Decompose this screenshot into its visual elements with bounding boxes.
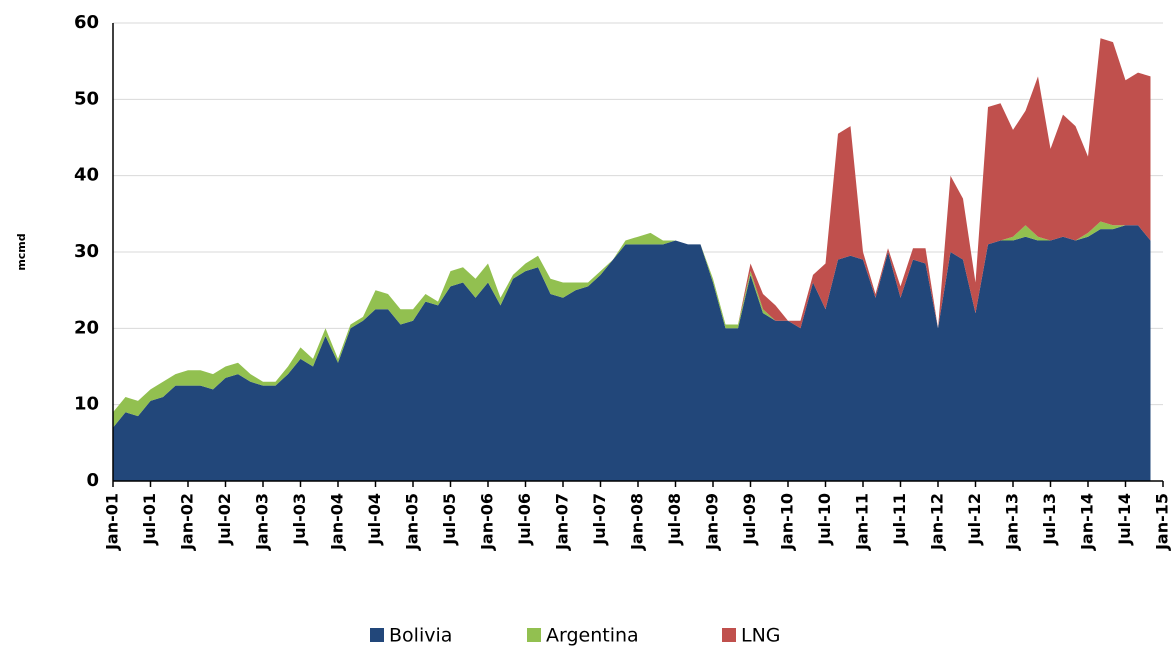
x-tick-label: Jul-06 (515, 493, 534, 546)
legend-swatch (722, 628, 736, 642)
y-tick-label: 0 (86, 470, 99, 491)
x-tick-label: Jul-02 (215, 493, 234, 546)
x-tick-label: Jan-04 (328, 493, 347, 551)
x-tick-label: Jul-10 (815, 493, 834, 546)
x-tick-label: Jul-09 (740, 493, 759, 546)
legend-label: LNG (741, 625, 781, 647)
y-tick-label: 10 (74, 394, 99, 415)
x-tick-label: Jul-11 (890, 493, 909, 546)
x-tick-label: Jan-08 (628, 493, 647, 551)
x-tick-label: Jan-01 (103, 493, 122, 551)
x-tick-label: Jan-07 (553, 493, 572, 551)
y-axis-label: mcmd (15, 233, 28, 270)
x-tick-label: Jul-04 (365, 493, 384, 546)
x-tick-label: Jul-14 (1115, 493, 1134, 546)
x-tick-label: Jul-05 (440, 493, 459, 546)
y-tick-label: 50 (74, 88, 99, 109)
x-tick-label: Jan-06 (478, 493, 497, 551)
x-tick-label: Jan-15 (1153, 493, 1172, 551)
x-tick-label: Jul-01 (140, 493, 159, 546)
x-tick-label: Jan-09 (703, 493, 722, 551)
x-tick-label: Jan-10 (778, 493, 797, 551)
x-tick-label: Jul-07 (590, 493, 609, 546)
legend-label: Bolivia (389, 625, 452, 647)
x-tick-label: Jan-13 (1003, 493, 1022, 551)
y-tick-label: 20 (74, 317, 99, 338)
x-tick-label: Jan-02 (178, 493, 197, 551)
legend-swatch (527, 628, 541, 642)
y-tick-label: 30 (74, 241, 99, 262)
x-tick-label: Jan-05 (403, 493, 422, 551)
area (113, 225, 1151, 481)
y-tick-label: 40 (74, 165, 99, 186)
x-tick-label: Jan-11 (853, 493, 872, 551)
x-tick-label: Jul-12 (965, 493, 984, 546)
legend-label: Argentina (546, 625, 639, 647)
x-tick-label: Jul-08 (665, 493, 684, 546)
x-tick-label: Jul-13 (1040, 493, 1059, 546)
y-tick-label: 60 (74, 12, 99, 33)
x-tick-label: Jan-12 (928, 493, 947, 551)
x-tick-label: Jan-03 (253, 493, 272, 551)
legend-swatch (370, 628, 384, 642)
x-tick-label: Jan-14 (1078, 493, 1097, 551)
x-tick-label: Jul-03 (290, 493, 309, 546)
